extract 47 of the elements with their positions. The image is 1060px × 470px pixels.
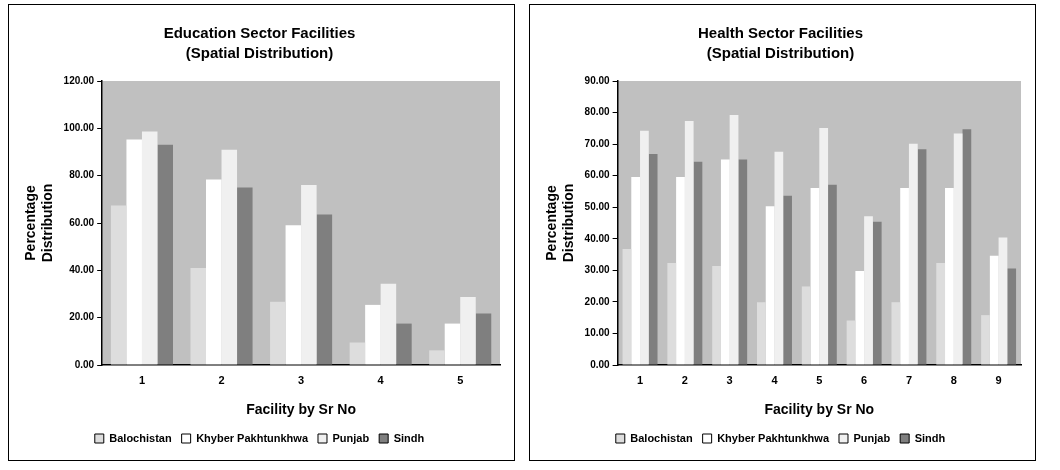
- legend-label: Balochistan: [630, 431, 693, 444]
- legend-label: Balochistan: [109, 431, 172, 444]
- y-tick-label: 60.00: [584, 169, 611, 181]
- y-tick-label: 90.00: [584, 74, 611, 86]
- legend-label: Punjab: [332, 431, 370, 444]
- x-tick-label: 3: [726, 373, 733, 386]
- y-tick-label: 80.00: [584, 106, 611, 118]
- legend-label: Khyber Pakhtunkhwa: [717, 431, 830, 444]
- x-tick-label: 1: [636, 373, 644, 386]
- x-tick-label: 5: [457, 373, 464, 386]
- chart-title: Education Sector Facilities: [163, 24, 356, 42]
- y-tick-label: 40.00: [584, 232, 611, 244]
- x-tick-label: 2: [681, 373, 688, 386]
- y-tick-label: 100.00: [63, 122, 95, 134]
- x-tick-label: 1: [138, 373, 146, 386]
- y-tick-label: 70.00: [584, 137, 611, 149]
- y-tick-label: 60.00: [69, 216, 95, 228]
- y-tick-label: 20.00: [69, 311, 95, 323]
- x-tick-label: 5: [816, 373, 823, 386]
- x-tick-label: 8: [950, 373, 957, 386]
- y-tick-label: 20.00: [584, 295, 611, 307]
- x-tick-label: 9: [995, 373, 1002, 386]
- x-tick-label: 7: [905, 373, 913, 386]
- y-tick-label: 40.00: [69, 264, 95, 276]
- legend-label: Khyber Pakhtunkhwa: [196, 431, 309, 444]
- y-tick-label: 80.00: [69, 169, 95, 181]
- y-tick-label: 50.00: [584, 200, 611, 212]
- chart-subtitle: (Spatial Distribution): [706, 44, 855, 62]
- y-tick-label: 120.00: [63, 74, 95, 86]
- y-axis-title: Percentage Distribution: [543, 183, 577, 263]
- y-tick-label: 30.00: [584, 264, 611, 276]
- x-tick-label: 2: [218, 373, 225, 386]
- x-axis-title: Facility by Sr No: [764, 401, 875, 418]
- y-axis-title: Percentage Distribution: [22, 183, 56, 263]
- legend-label: Sindh: [393, 431, 425, 444]
- y-tick-label: 0.00: [590, 358, 611, 370]
- x-tick-label: 4: [771, 373, 779, 386]
- x-tick-label: 4: [377, 373, 385, 386]
- legend-label: Sindh: [914, 431, 946, 444]
- chart-title: Health Sector Facilities: [697, 24, 864, 42]
- x-tick-label: 6: [861, 373, 868, 386]
- y-tick-label: 0.00: [74, 358, 95, 370]
- x-tick-label: 3: [298, 373, 305, 386]
- x-axis-title: Facility by Sr No: [246, 401, 356, 418]
- chart-subtitle: (Spatial Distribution): [185, 44, 334, 62]
- y-tick-label: 10.00: [584, 327, 611, 339]
- legend-label: Punjab: [853, 431, 891, 444]
